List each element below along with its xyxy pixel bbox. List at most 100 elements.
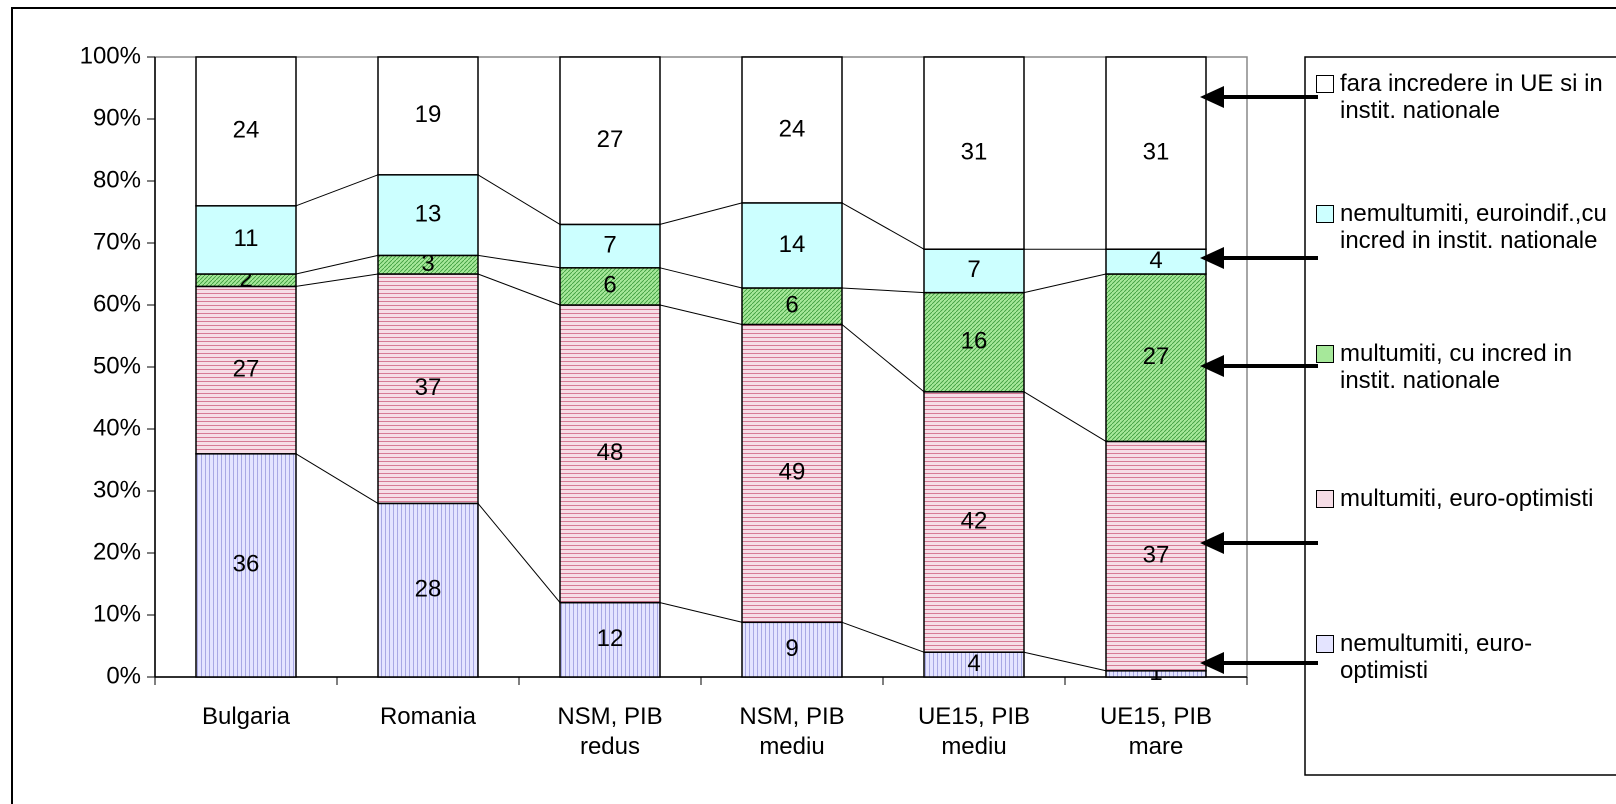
bar-segment xyxy=(741,56,843,204)
legend-item: fara incredere in UE si in instit. natio… xyxy=(1316,70,1612,124)
data-label: 28 xyxy=(415,576,442,603)
x-tick-label: NSM, PIB redus xyxy=(557,703,663,760)
x-tick-label: Bulgaria xyxy=(201,703,291,730)
data-label: 4 xyxy=(967,650,980,677)
connector xyxy=(659,202,743,225)
bar-segment xyxy=(559,304,661,604)
connector xyxy=(295,273,379,287)
y-tick-label: 10% xyxy=(93,600,141,627)
x-tick-label: NSM, PIB mediu xyxy=(739,703,845,760)
bar-segment xyxy=(559,223,661,269)
bar-segment xyxy=(1105,56,1207,250)
data-label: 14 xyxy=(779,231,806,258)
data-label: 24 xyxy=(779,115,806,142)
y-tick-label: 30% xyxy=(93,476,141,503)
connector xyxy=(477,503,561,603)
y-tick-label: 0% xyxy=(106,662,141,689)
bar-segment xyxy=(559,601,661,678)
bar-segment xyxy=(195,56,297,207)
data-label: 37 xyxy=(415,374,442,401)
legend-label: multumiti, euro-optimisti xyxy=(1340,485,1594,512)
data-label: 49 xyxy=(779,459,806,486)
x-tick-label: UE15, PIB mare xyxy=(1099,703,1213,760)
bar-segment xyxy=(195,453,297,678)
arrow-head xyxy=(1200,652,1224,674)
legend-item: multumiti, euro-optimisti xyxy=(1316,485,1612,512)
data-label: 31 xyxy=(961,138,988,165)
connector xyxy=(841,202,925,250)
bar-segment xyxy=(559,267,661,306)
legend-swatch xyxy=(1316,205,1334,223)
data-label: 31 xyxy=(1143,138,1170,165)
connector xyxy=(841,287,925,294)
y-tick-label: 90% xyxy=(93,104,141,131)
legend-swatch xyxy=(1316,490,1334,508)
data-label: 4 xyxy=(1149,247,1162,274)
bar-segment xyxy=(377,273,479,505)
bar-segment xyxy=(195,205,297,275)
arrow-head xyxy=(1200,355,1224,377)
bar-segment xyxy=(1105,440,1207,672)
connector xyxy=(1023,651,1107,672)
legend-swatch xyxy=(1316,75,1334,93)
data-label: 37 xyxy=(1143,541,1170,568)
arrow-head xyxy=(1200,247,1224,269)
data-label: 16 xyxy=(961,328,988,355)
connector xyxy=(295,254,379,275)
data-label: 42 xyxy=(961,507,988,534)
bar-segment xyxy=(923,56,1025,250)
data-label: 11 xyxy=(234,225,259,252)
plot-area xyxy=(154,56,1248,678)
y-tick-label: 100% xyxy=(80,42,141,69)
legend-label: fara incredere in UE si in instit. natio… xyxy=(1340,70,1603,124)
connector xyxy=(477,174,561,225)
legend-box xyxy=(1304,56,1616,776)
y-tick-label: 20% xyxy=(93,538,141,565)
legend-label: multumiti, cu incred in instit. national… xyxy=(1340,340,1573,394)
data-label: 24 xyxy=(233,117,260,144)
y-tick-label: 70% xyxy=(93,228,141,255)
x-tick-label: Romania xyxy=(379,703,477,730)
legend-item: nemultumiti, euroindif.,cu incred in ins… xyxy=(1316,200,1612,254)
arrow-head xyxy=(1200,86,1224,108)
data-label: 6 xyxy=(603,272,616,299)
data-label: 27 xyxy=(1143,343,1170,370)
connector xyxy=(477,254,561,269)
bar-segment xyxy=(923,291,1025,393)
connector xyxy=(295,453,379,504)
connector xyxy=(659,304,743,325)
y-tick-label: 40% xyxy=(93,414,141,441)
data-label: 19 xyxy=(415,101,442,128)
bar-segment xyxy=(923,248,1025,294)
bar-segment xyxy=(377,56,479,176)
bar-segment xyxy=(377,174,479,257)
connector xyxy=(841,621,925,653)
y-tick-label: 60% xyxy=(93,290,141,317)
x-tick-label: UE15, PIB mediu xyxy=(917,703,1031,760)
connector xyxy=(659,267,743,289)
legend-item: nemultumiti, euro-optimisti xyxy=(1316,630,1612,684)
data-label: 36 xyxy=(233,551,260,578)
data-label: 3 xyxy=(421,250,434,277)
bar-segment xyxy=(1105,273,1207,443)
data-label: 27 xyxy=(597,126,624,153)
legend-label: nemultumiti, euro-optimisti xyxy=(1340,630,1533,684)
bar-segment xyxy=(377,502,479,678)
connector xyxy=(841,324,925,393)
bar-segment xyxy=(741,621,843,678)
connector xyxy=(477,273,561,306)
data-label: 9 xyxy=(785,635,798,662)
connector xyxy=(1023,391,1107,442)
bar-segment xyxy=(1105,248,1207,275)
y-tick-label: 80% xyxy=(93,166,141,193)
arrow-head xyxy=(1200,532,1224,554)
y-tick-label: 50% xyxy=(93,352,141,379)
data-label: 12 xyxy=(597,625,624,652)
data-label: 6 xyxy=(785,292,798,319)
legend-label: nemultumiti, euroindif.,cu incred in ins… xyxy=(1340,200,1607,254)
bar-segment xyxy=(559,56,661,226)
data-label: 48 xyxy=(597,439,624,466)
connector xyxy=(1023,273,1107,294)
data-label: 7 xyxy=(967,256,980,283)
